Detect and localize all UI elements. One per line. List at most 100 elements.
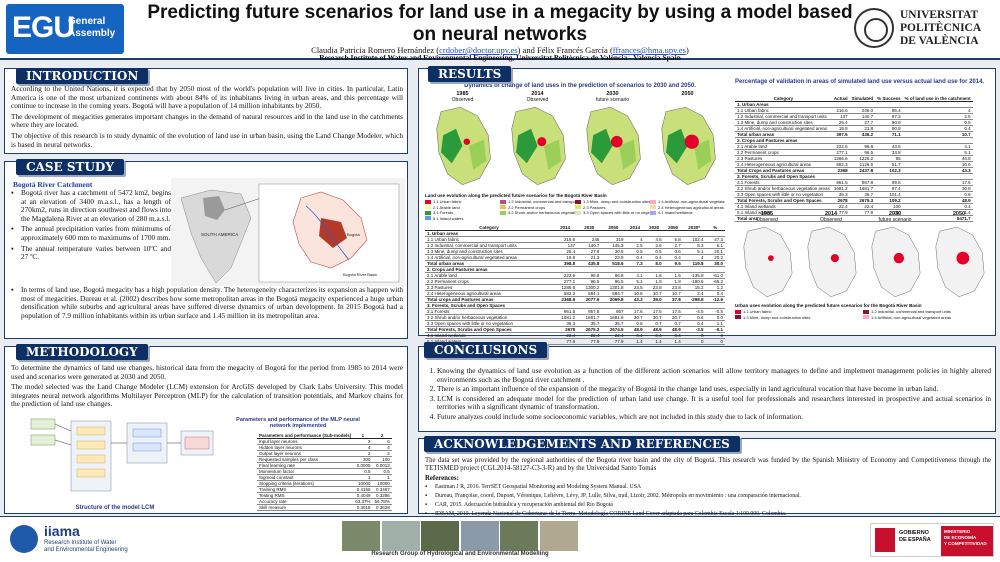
case-study-bullets-top: Bogotá river has a catchment of 5472 km2… bbox=[11, 188, 171, 264]
val-table-cell: 2368 bbox=[831, 167, 850, 175]
lu-table-cell: 1.8 bbox=[644, 278, 664, 286]
val-table-header-row: Category Actual Simulated% Success% of lan… bbox=[735, 96, 973, 103]
spain-government-logo: GOBIERNO DE ESPAÑA MINISTERIO DE ECONOMÍ… bbox=[870, 523, 994, 557]
urban-maps-row: 1985 Observed 2014 Observed 2030 future scena… bbox=[735, 211, 991, 303]
scenario-map-year: 2030 bbox=[606, 91, 619, 97]
lu-table-cell: 2.1 Arable land bbox=[425, 272, 553, 280]
affiliation: Research Institute of Water and Environm… bbox=[319, 53, 681, 62]
legend-label: 1.1 Urban fabric bbox=[743, 309, 772, 314]
basin-map-shape bbox=[436, 107, 491, 186]
lu-table-cell: 1.1 bbox=[705, 320, 725, 328]
gov-text: GOBIERNO DE ESPAÑA bbox=[899, 530, 931, 544]
methodology-panel: To determine the dynamics of land use ch… bbox=[4, 346, 408, 514]
lu-table-cell: 0.4 bbox=[705, 290, 725, 298]
iiama-drop-icon bbox=[10, 525, 38, 553]
legend-entry: 1.1 Urban fabric bbox=[425, 199, 500, 204]
val-table-header-cell: Actual bbox=[831, 96, 850, 103]
lu-table-cell bbox=[553, 230, 578, 238]
mlp-table-cell: 0.4049 bbox=[353, 492, 373, 500]
legend-label: 3.1 Forests bbox=[433, 210, 454, 215]
lu-table-cell: 7.3 bbox=[625, 260, 645, 268]
lu-table-cell: 77.9 bbox=[577, 338, 602, 346]
acknowledgements-paragraph: The data set was provided by the regiona… bbox=[425, 457, 991, 472]
lu-table-cell bbox=[625, 266, 645, 274]
lu-table-cell: 10.6 bbox=[625, 290, 645, 298]
reference-4: IDEAM, 2010. Leyenda Nacional de Cobertu… bbox=[425, 511, 991, 518]
author2-email-link[interactable]: ffrances@hma.upv.es bbox=[612, 45, 686, 55]
methodology-text: To determine the dynamics of land use ch… bbox=[11, 363, 403, 411]
lu-table-cell: 2077.6 bbox=[577, 296, 602, 304]
reference-3: CAR, 2015. Adecuación hidráulica y recup… bbox=[425, 502, 991, 509]
val-table-cell: 30.8 bbox=[902, 185, 973, 193]
legend-label: 1.2 Industrial, commercial and transport… bbox=[871, 309, 951, 314]
val-table-cell: 436.2 bbox=[849, 131, 876, 139]
intro-paragraph-1: According to the United Nations, it is e… bbox=[11, 84, 403, 111]
val-table-cell: 90.8 bbox=[875, 125, 903, 133]
references-label: References: bbox=[425, 474, 459, 482]
lu-table-cell: 4.5 bbox=[644, 236, 664, 244]
val-table-cell: 3. Forests, Scrubs and Open Spaces bbox=[735, 173, 832, 181]
lu-table-cell: -3.5 bbox=[682, 326, 706, 334]
legend-swatch bbox=[500, 205, 506, 210]
legend-label: 1.4 Artificial, non-agricultural vegetat… bbox=[871, 314, 952, 320]
upv-line2: POLITÈCNICA bbox=[900, 22, 982, 34]
lu-table-cell: 1681.8 bbox=[601, 314, 626, 322]
val-table-cell: 4.1 Inland wetlands bbox=[735, 203, 832, 211]
mlp-table-cell: 4 bbox=[372, 444, 392, 452]
results-heading: RESULTS bbox=[428, 66, 512, 82]
legend-swatch bbox=[735, 309, 741, 314]
mlp-table-cell: Stopping criteria (iterations) bbox=[257, 480, 354, 488]
lu-table-cell: 47.3 bbox=[705, 236, 725, 244]
val-table-cell: 86.4 bbox=[875, 107, 903, 115]
val-table-row: 1.1 Urban fabric 216.6 246.0 86.4 4 bbox=[735, 107, 973, 115]
val-table-cell bbox=[875, 137, 903, 145]
scenario-map-year: 1985 bbox=[760, 211, 774, 217]
lu-table-cell: 2678 bbox=[553, 326, 578, 334]
lu-table-cell: 9.5 bbox=[663, 260, 683, 268]
lu-table-row: 3. Forests, Scrubs and Open Spaces bbox=[425, 302, 725, 310]
author1-email-link[interactable]: crdober@doctor.upv.es bbox=[439, 45, 518, 55]
val-table-cell: 17.6 bbox=[902, 179, 973, 187]
lu-table-cell: 435.8 bbox=[577, 260, 602, 268]
conclusion-1: Knowing the dynamics of land use evoluti… bbox=[437, 366, 991, 384]
scenario-map: 2030 future scenario bbox=[575, 91, 650, 191]
lu-table-cell: 2. Crops and Pastures areas bbox=[425, 266, 553, 274]
lu-table-cell: 10.7 bbox=[663, 290, 683, 298]
upv-seal-icon bbox=[854, 8, 894, 48]
val-table-cell: 0.4 bbox=[902, 203, 973, 211]
val-table-cell: 5.1 Inland waters bbox=[735, 209, 832, 217]
lu-table-cell: 2.5 bbox=[625, 242, 645, 250]
footer-photo bbox=[460, 521, 499, 551]
iiama-subtitle-2: and Environmental Engineering bbox=[44, 547, 128, 553]
lu-table-cell: 5.1 bbox=[682, 248, 706, 256]
lu-table-cell: 0.6 bbox=[682, 314, 706, 322]
val-table-cell: 2678 bbox=[831, 197, 850, 205]
val-table-cell: 100 bbox=[875, 209, 903, 217]
lu-table-cell: 23.8 bbox=[644, 284, 664, 292]
mlp-table-cell: 0.3467 bbox=[372, 486, 392, 494]
lu-table-cell: 23.8 bbox=[663, 284, 683, 292]
lu-table-cell: 37.8 bbox=[663, 296, 683, 304]
val-table-cell bbox=[902, 101, 973, 109]
lu-table-cell: 77.9 bbox=[553, 338, 578, 346]
lu-table-cell: 1286.6 bbox=[553, 284, 578, 292]
lu-table-cell: -298.8 bbox=[682, 296, 706, 304]
lu-table-cell: 2368.6 bbox=[553, 296, 578, 304]
gov-line2: DE ESPAÑA bbox=[899, 537, 931, 543]
poster-footer: iiama Research Institute of Water and En… bbox=[0, 516, 1000, 562]
mlp-table-cell: 10000 bbox=[353, 480, 373, 488]
lu-table-cell: 1. Urban areas bbox=[425, 230, 553, 238]
lu-table-header-cell: Category bbox=[425, 225, 553, 232]
val-table-cell: 1.1 Urban fabric bbox=[735, 107, 832, 115]
legend-swatch bbox=[425, 216, 431, 221]
lu-table-cell: 957.8 bbox=[577, 308, 602, 316]
val-table-cell: 10.6 bbox=[902, 161, 973, 169]
case-study-heading: CASE STUDY bbox=[16, 159, 124, 175]
lu-table-cell: Total urban areas bbox=[425, 260, 553, 268]
lu-table-cell: 1.4 bbox=[663, 338, 683, 346]
val-table-cell: 21.8 bbox=[849, 125, 876, 133]
val-table-cell: 96.5 bbox=[849, 149, 876, 157]
egu-logo: EGU General Assembly bbox=[6, 4, 124, 54]
mlp-table-cell: 100 bbox=[372, 456, 392, 464]
lu-table-cell: 0.7 bbox=[663, 320, 683, 328]
